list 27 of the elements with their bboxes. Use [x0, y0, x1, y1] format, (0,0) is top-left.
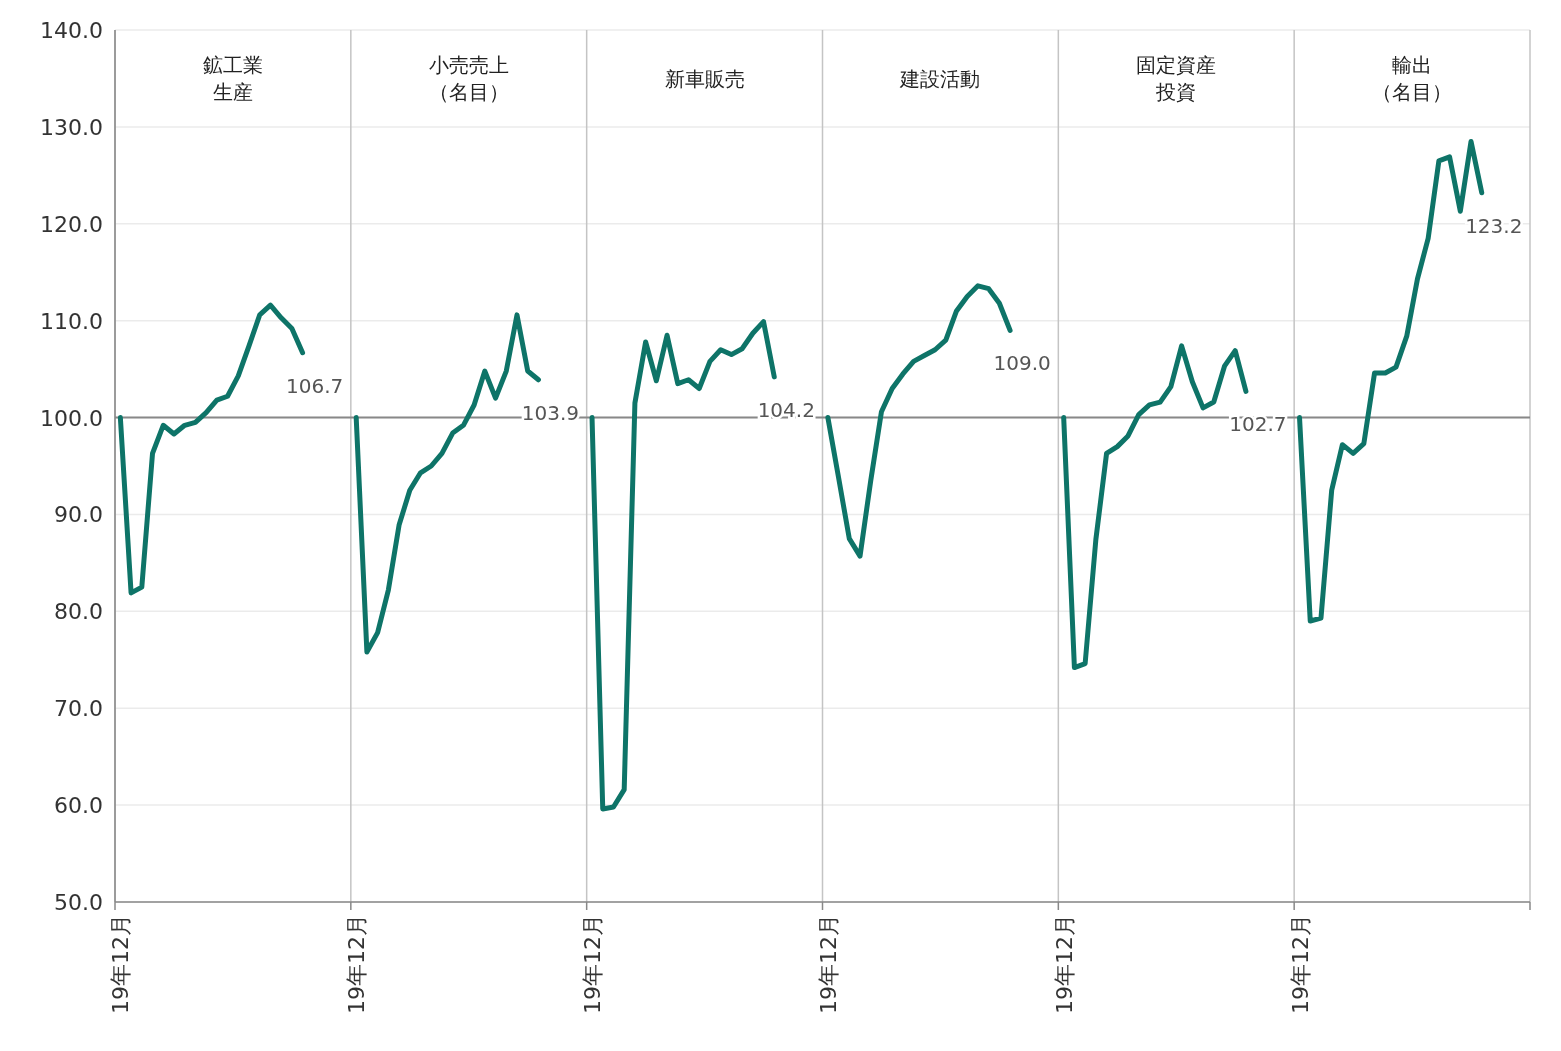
y-tick-label: 100.0 [40, 405, 103, 431]
x-tick-label: 19年12月 [815, 914, 841, 1014]
y-tick-label: 70.0 [54, 696, 103, 722]
x-tick-label: 19年12月 [580, 914, 606, 1014]
annotation: 新車販売 [664, 67, 745, 91]
y-tick-label: 50.0 [54, 890, 103, 915]
annotation: 鉱工業生産 [202, 53, 263, 104]
y-tick-label: 60.0 [54, 793, 103, 819]
annotation: 固定資産投資 [1136, 53, 1217, 104]
data-label: 123.2 [1465, 213, 1523, 238]
annotation: 小売売上（名目） [428, 53, 509, 104]
data-label: 106.7 [285, 373, 344, 398]
x-tick-label: 19年12月 [108, 914, 134, 1014]
x-tick-label: 19年12月 [1287, 914, 1313, 1014]
y-tick-label: 110.0 [40, 308, 103, 334]
data-label: 102.7 [1229, 412, 1287, 437]
y-tick-label: 140.0 [40, 18, 103, 43]
data-label: 109.0 [993, 351, 1051, 376]
annotation: 輸出（名目） [1372, 53, 1453, 104]
x-tick-label: 19年12月 [344, 914, 370, 1014]
annotation: 建設活動 [899, 67, 981, 91]
y-tick-label: 80.0 [54, 599, 103, 625]
y-tick-label: 120.0 [40, 211, 103, 237]
x-tick-label: 19年12月 [1051, 914, 1077, 1014]
y-tick-label: 90.0 [54, 502, 103, 528]
y-tick-label: 130.0 [40, 114, 103, 140]
data-label: 104.2 [757, 397, 815, 422]
